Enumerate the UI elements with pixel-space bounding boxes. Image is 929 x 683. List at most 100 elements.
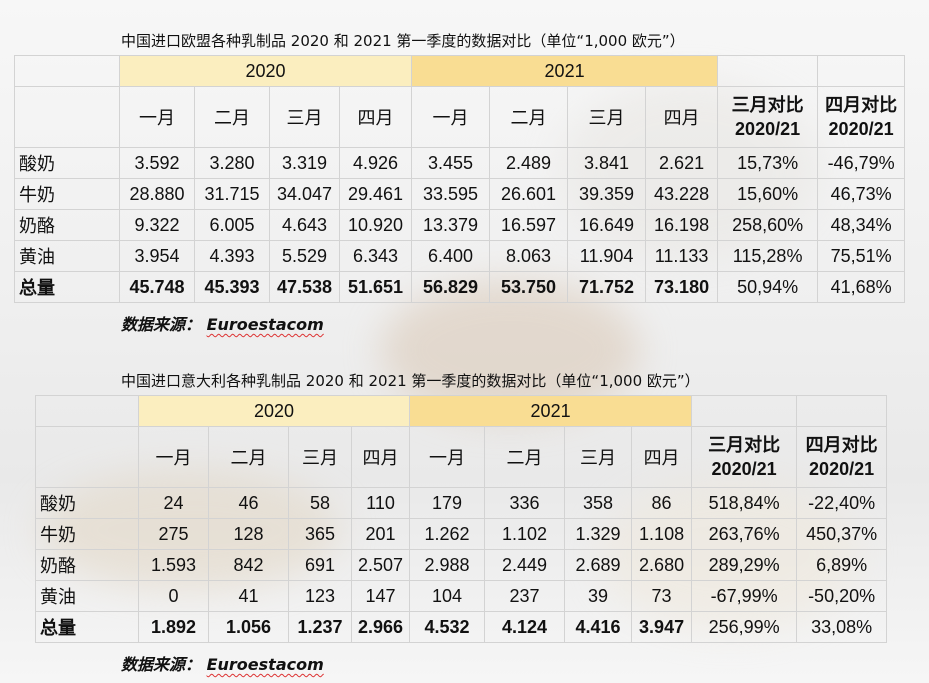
value-cell: 16.649 [567, 209, 647, 241]
value-cell: 1.892 [138, 611, 209, 643]
total-row: 总量 45.748 45.393 47.538 51.651 56.829 53.750 71… [14, 271, 906, 303]
table-row: 牛奶 275 128 365 201 1.262 1.102 1.329 1.108 263,76… [35, 518, 888, 550]
value-cell: 73 [631, 580, 693, 612]
data-table-italy: 2020 2021 一月 二月 三月 四月 一月 二月 三月 四月 三月对比 20… [35, 395, 888, 643]
value-cell: 147 [350, 580, 411, 612]
compare-april-header: 四月对比 2020/21 [817, 86, 906, 148]
value-cell: 110 [350, 487, 411, 519]
value-cell: 8.063 [489, 240, 569, 272]
value-cell: 104 [409, 580, 486, 612]
source-name: Euroestacom [206, 315, 324, 334]
value-cell: 6.400 [411, 240, 491, 272]
value-cell: 4.643 [269, 209, 340, 241]
value-cell: 2.966 [350, 611, 411, 643]
row-label: 奶酪 [35, 549, 139, 581]
value-cell: 4.532 [409, 611, 486, 643]
value-cell: 3.947 [631, 611, 693, 643]
value-cell: 46 [208, 487, 289, 519]
value-cell: 39.359 [567, 178, 647, 210]
value-cell: 13.379 [411, 209, 491, 241]
value-cell: 71.752 [567, 271, 647, 303]
compare-cell: 50,94% [717, 271, 819, 303]
month-header: 一月 [411, 86, 491, 148]
compare-header-line: 三月对比 [731, 95, 804, 115]
source-prefix: 数据来源： [121, 315, 202, 334]
empty-cell [796, 395, 888, 427]
value-cell: 11.904 [567, 240, 647, 272]
value-cell: 34.047 [269, 178, 340, 210]
value-cell: 3.280 [194, 147, 270, 179]
value-cell: 6.343 [338, 240, 413, 272]
month-header: 三月 [567, 86, 647, 148]
compare-march-header: 三月对比 2020/21 [717, 86, 819, 148]
data-source: 数据来源： Euroestacom [121, 651, 324, 675]
value-cell: 51.651 [338, 271, 413, 303]
compare-cell: 289,29% [691, 549, 798, 581]
total-row: 总量 1.892 1.056 1.237 2.966 4.532 4.124 4.416 3.9… [35, 611, 888, 643]
compare-cell: 33,08% [796, 611, 888, 643]
value-cell: 3.455 [411, 147, 491, 179]
value-cell: 336 [484, 487, 566, 519]
compare-header-line: 2020/21 [735, 119, 801, 139]
value-cell: 3.592 [119, 147, 195, 179]
value-cell: 237 [484, 580, 566, 612]
value-cell: 16.597 [489, 209, 569, 241]
value-cell: 73.180 [645, 271, 719, 303]
table-row: 牛奶 28.880 31.715 34.047 29.461 33.595 26.601 39… [14, 178, 906, 210]
source-name: Euroestacom [206, 655, 324, 674]
month-header: 二月 [489, 86, 569, 148]
row-label: 总量 [14, 271, 120, 303]
value-cell: 1.329 [564, 518, 633, 550]
month-header: 四月 [350, 426, 411, 488]
value-cell: 365 [288, 518, 352, 550]
value-cell: 4.124 [484, 611, 566, 643]
empty-cell [35, 426, 139, 488]
compare-cell: 450,37% [796, 518, 888, 550]
compare-cell: -67,99% [691, 580, 798, 612]
row-label: 牛奶 [35, 518, 139, 550]
data-table-eu: 2020 2021 一月 二月 三月 四月 一月 二月 三月 四月 三月对比 20… [14, 55, 906, 303]
value-cell: 128 [208, 518, 289, 550]
compare-cell: -50,20% [796, 580, 888, 612]
value-cell: 4.416 [564, 611, 633, 643]
table-row: 酸奶 24 46 58 110 179 336 358 86 518,84% -22,40% [35, 487, 888, 519]
value-cell: 56.829 [411, 271, 491, 303]
value-cell: 2.689 [564, 549, 633, 581]
month-header: 四月 [338, 86, 413, 148]
month-header: 三月 [564, 426, 633, 488]
value-cell: 4.393 [194, 240, 270, 272]
value-cell: 26.601 [489, 178, 569, 210]
empty-cell [14, 86, 120, 148]
month-header-row: 一月 二月 三月 四月 一月 二月 三月 四月 三月对比 2020/21 四月对比… [14, 86, 906, 148]
row-label: 奶酪 [14, 209, 120, 241]
value-cell: 1.102 [484, 518, 566, 550]
compare-cell: 115,28% [717, 240, 819, 272]
value-cell: 842 [208, 549, 289, 581]
value-cell: 275 [138, 518, 209, 550]
value-cell: 358 [564, 487, 633, 519]
value-cell: 28.880 [119, 178, 195, 210]
data-source: 数据来源： Euroestacom [121, 311, 324, 335]
empty-cell [691, 395, 798, 427]
month-header: 三月 [269, 86, 340, 148]
value-cell: 123 [288, 580, 352, 612]
table-row: 奶酪 1.593 842 691 2.507 2.988 2.449 2.689 2.680 28… [35, 549, 888, 581]
value-cell: 10.920 [338, 209, 413, 241]
value-cell: 1.262 [409, 518, 486, 550]
value-cell: 33.595 [411, 178, 491, 210]
row-label: 牛奶 [14, 178, 120, 210]
value-cell: 29.461 [338, 178, 413, 210]
year-header-2020: 2020 [137, 395, 411, 427]
value-cell: 2.680 [631, 549, 693, 581]
compare-header-line: 2020/21 [809, 459, 875, 479]
source-prefix: 数据来源： [121, 655, 202, 674]
month-header: 一月 [119, 86, 195, 148]
corner-cell [14, 55, 120, 87]
table-row: 酸奶 3.592 3.280 3.319 4.926 3.455 2.489 3.841 2.6… [14, 147, 906, 179]
value-cell: 5.529 [269, 240, 340, 272]
compare-header-line: 2020/21 [711, 459, 777, 479]
compare-cell: 263,76% [691, 518, 798, 550]
value-cell: 43.228 [645, 178, 719, 210]
value-cell: 9.322 [119, 209, 195, 241]
compare-cell: 75,51% [817, 240, 906, 272]
